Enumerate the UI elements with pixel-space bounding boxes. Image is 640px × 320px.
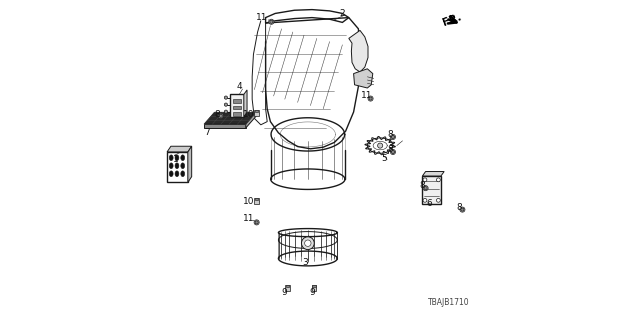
Circle shape [225,96,228,99]
Ellipse shape [181,171,184,177]
Text: 5: 5 [381,154,387,163]
Polygon shape [266,10,349,23]
Ellipse shape [181,155,184,161]
Bar [254,110,259,116]
Polygon shape [167,146,192,152]
Bar [233,112,241,116]
Ellipse shape [169,155,173,161]
Circle shape [424,187,428,190]
Bar [312,285,316,287]
Bar [255,110,259,112]
Circle shape [269,19,274,24]
Circle shape [460,207,465,212]
Polygon shape [230,94,244,117]
Bar [285,285,289,287]
Ellipse shape [181,163,184,169]
Polygon shape [188,146,192,182]
Circle shape [255,221,259,224]
Circle shape [423,186,428,191]
Ellipse shape [175,155,179,161]
Circle shape [391,135,394,139]
Circle shape [218,113,223,118]
Ellipse shape [169,171,173,177]
Polygon shape [246,112,256,128]
Circle shape [423,178,427,182]
Text: 8: 8 [214,110,220,119]
Bar [255,198,259,200]
Polygon shape [349,30,368,72]
Bar [233,99,241,103]
Text: 10: 10 [243,197,255,206]
Ellipse shape [175,171,179,177]
Polygon shape [244,90,247,117]
Text: 11: 11 [256,13,268,22]
Circle shape [390,134,396,140]
Ellipse shape [169,163,173,169]
Bar [254,198,259,204]
Circle shape [254,220,259,225]
Circle shape [423,198,427,202]
Circle shape [225,110,228,113]
Polygon shape [354,69,372,88]
Text: 8: 8 [456,203,462,212]
Circle shape [378,143,383,148]
Circle shape [461,208,464,211]
Circle shape [391,150,394,154]
Circle shape [301,237,314,250]
Circle shape [436,198,440,202]
Polygon shape [204,124,246,128]
Text: 1: 1 [173,156,178,164]
Bar [285,285,290,291]
Text: 6: 6 [426,199,431,208]
Bar [233,106,241,109]
Text: 4: 4 [237,82,242,91]
Polygon shape [422,176,441,204]
Text: 10: 10 [243,110,255,119]
Text: 11: 11 [243,214,255,223]
Circle shape [436,178,440,182]
Text: TBAJB1710: TBAJB1710 [428,298,470,307]
Text: 3: 3 [302,258,308,267]
Circle shape [369,97,372,100]
Text: 8: 8 [387,145,392,154]
Text: 9: 9 [282,288,287,297]
Text: FR.: FR. [442,12,463,28]
Bar [312,285,317,291]
Circle shape [225,103,228,106]
Text: 2: 2 [340,9,345,18]
Text: 7: 7 [205,128,210,137]
Text: 8: 8 [387,130,392,139]
Circle shape [368,96,373,101]
Text: 11: 11 [361,91,372,100]
Text: 8: 8 [420,181,425,190]
Circle shape [305,240,311,246]
Circle shape [390,149,396,155]
Text: 9: 9 [309,288,315,297]
Ellipse shape [175,163,179,169]
Polygon shape [204,112,256,124]
Circle shape [270,20,273,23]
Circle shape [219,114,223,117]
Polygon shape [422,172,444,176]
Polygon shape [167,152,188,182]
